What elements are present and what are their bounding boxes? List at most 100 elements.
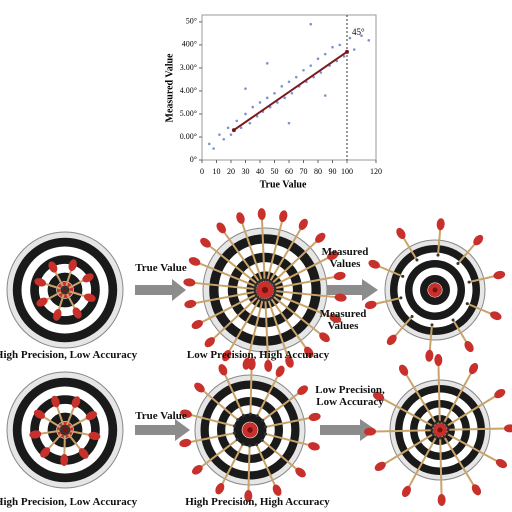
dart-flight bbox=[236, 212, 245, 224]
point bbox=[265, 96, 269, 100]
dart-shaft bbox=[255, 444, 277, 487]
dart-flight bbox=[71, 396, 81, 408]
dart-flight bbox=[386, 334, 397, 346]
dart-shaft bbox=[47, 432, 64, 451]
point bbox=[319, 71, 323, 74]
caption: High Precision, High Accuracy bbox=[185, 496, 330, 508]
dart-tip bbox=[270, 281, 274, 285]
bullseye-center bbox=[62, 427, 68, 433]
dart-shaft bbox=[189, 413, 235, 428]
dart-flight bbox=[194, 382, 205, 393]
dart-tip bbox=[269, 296, 273, 300]
dart-shaft bbox=[222, 230, 261, 283]
arrow bbox=[320, 279, 378, 301]
dart-shaft bbox=[266, 219, 284, 281]
dart-shaft bbox=[63, 433, 66, 457]
dart-shaft bbox=[457, 242, 477, 265]
dart-flight bbox=[469, 362, 479, 375]
dart-shaft bbox=[249, 367, 253, 415]
dart-flight bbox=[315, 232, 326, 243]
dart-shaft bbox=[443, 436, 476, 487]
dart-shaft bbox=[67, 278, 85, 290]
dart-flight bbox=[372, 391, 385, 401]
dart-tip bbox=[232, 424, 236, 428]
point bbox=[331, 45, 334, 49]
dart-tip bbox=[410, 314, 414, 318]
dart-shaft bbox=[246, 299, 264, 361]
dart-flight bbox=[401, 485, 411, 498]
dart-tip bbox=[256, 295, 260, 299]
dart-flight bbox=[333, 271, 346, 281]
dart-flight bbox=[264, 359, 273, 372]
dart-tip bbox=[241, 413, 245, 417]
dart-shaft bbox=[189, 432, 235, 444]
dart-tip bbox=[260, 438, 264, 442]
point bbox=[244, 87, 247, 90]
dart-shaft bbox=[42, 415, 63, 429]
point bbox=[309, 64, 313, 67]
dart-flight bbox=[425, 349, 434, 362]
dart-flight bbox=[78, 448, 89, 459]
dart-flight bbox=[434, 354, 443, 367]
dart-shaft bbox=[43, 282, 63, 291]
dart-tip bbox=[64, 291, 68, 295]
dartboard bbox=[6, 371, 124, 489]
point bbox=[207, 142, 211, 146]
y-tick-label: 50° bbox=[186, 17, 197, 26]
dart-flight bbox=[334, 293, 347, 302]
dart-shaft bbox=[66, 432, 82, 451]
dart-flight bbox=[85, 411, 97, 421]
dart-shaft bbox=[374, 296, 402, 306]
bullseye-center bbox=[437, 427, 443, 433]
dart-tip bbox=[255, 414, 259, 418]
dart-shaft bbox=[273, 292, 333, 319]
dart-shaft bbox=[55, 405, 65, 427]
trend-line bbox=[233, 51, 348, 131]
dart-shaft bbox=[211, 296, 259, 341]
dart-shaft bbox=[273, 256, 330, 287]
dart-flight bbox=[364, 427, 377, 436]
dart-flight bbox=[295, 467, 306, 478]
dart-shaft bbox=[272, 295, 323, 336]
dart-flight bbox=[191, 320, 203, 329]
y-tick-label: 400° bbox=[182, 40, 197, 49]
dart-flight bbox=[464, 340, 474, 353]
x-tick-label: 30 bbox=[242, 167, 250, 176]
dart-flight bbox=[329, 314, 342, 323]
point bbox=[352, 48, 356, 51]
dart-shaft bbox=[45, 290, 63, 302]
dart-tip bbox=[236, 418, 240, 422]
point bbox=[338, 43, 342, 47]
dart-flight bbox=[308, 442, 320, 451]
dart-flight bbox=[247, 358, 256, 371]
dart-shaft bbox=[437, 363, 441, 423]
caption: High Precision, Low Accuracy bbox=[0, 496, 138, 508]
dart-tip bbox=[62, 285, 66, 289]
dart-tip bbox=[60, 431, 64, 435]
point bbox=[229, 133, 233, 136]
dart-shaft bbox=[428, 324, 433, 352]
dart-tip bbox=[257, 280, 261, 284]
dart-flight bbox=[473, 234, 484, 246]
arrows bbox=[135, 279, 378, 441]
dartboard bbox=[194, 374, 306, 486]
dart-tip bbox=[253, 290, 257, 294]
dart-flight bbox=[184, 299, 197, 309]
point bbox=[226, 126, 230, 130]
point bbox=[302, 68, 305, 72]
dart-shaft bbox=[240, 221, 263, 281]
dart-shaft bbox=[446, 432, 499, 463]
point bbox=[212, 147, 215, 150]
dart-flight bbox=[297, 385, 308, 396]
point bbox=[276, 101, 279, 104]
dart-flight bbox=[192, 464, 203, 475]
dart-flight bbox=[471, 484, 482, 496]
point bbox=[235, 119, 239, 123]
callout-label: Measured Values bbox=[319, 308, 367, 332]
dart-tip bbox=[430, 428, 434, 432]
point bbox=[287, 80, 291, 84]
x-tick-label: 90 bbox=[329, 167, 337, 176]
dart-shaft bbox=[57, 292, 66, 312]
callout-label: Low Precision, Low Accuracy bbox=[315, 384, 385, 408]
dart-tip bbox=[272, 283, 276, 287]
